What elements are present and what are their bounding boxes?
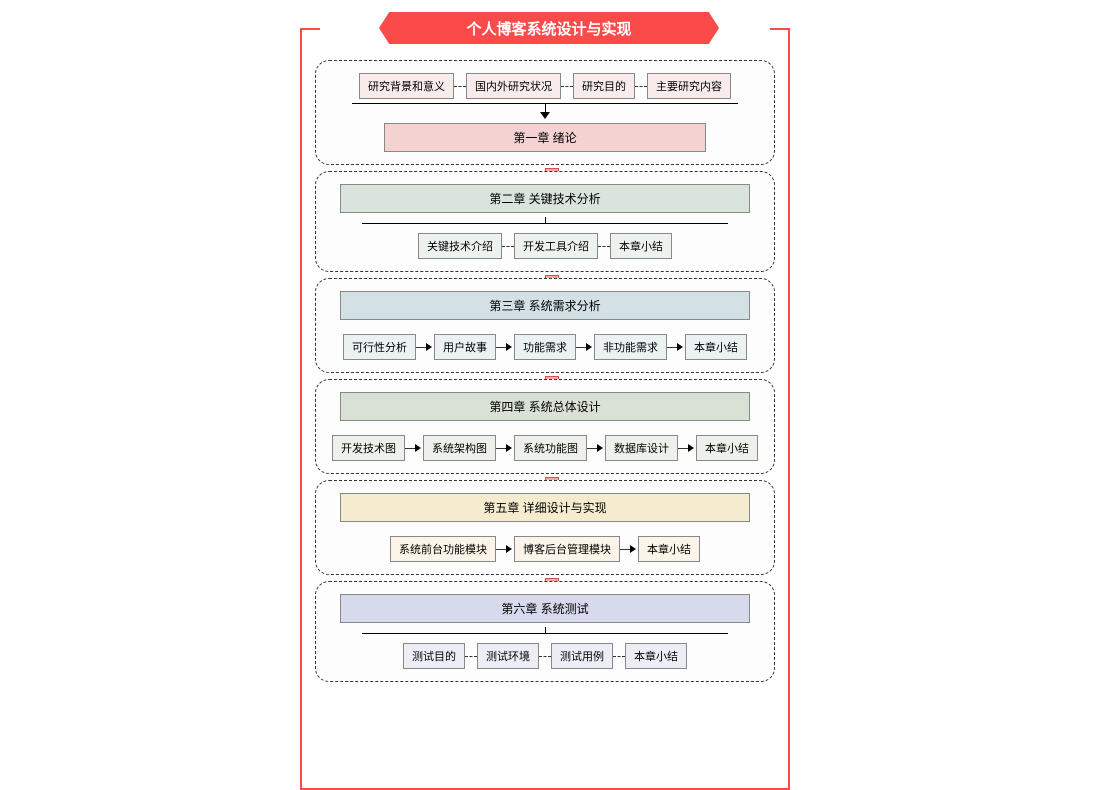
sub-row: 系统前台功能模块博客后台管理模块本章小结 bbox=[322, 536, 768, 562]
connector-line bbox=[416, 347, 426, 348]
connector-line bbox=[587, 448, 597, 449]
sub-box: 本章小结 bbox=[685, 334, 747, 360]
sub-box: 主要研究内容 bbox=[647, 73, 731, 99]
sub-box: 用户故事 bbox=[434, 334, 496, 360]
sub-row: 测试目的测试环境测试用例本章小结 bbox=[322, 643, 768, 669]
section-ch3: 第三章 系统需求分析可行性分析用户故事功能需求非功能需求本章小结 bbox=[315, 278, 775, 373]
connector-line bbox=[496, 448, 506, 449]
sub-box: 本章小结 bbox=[638, 536, 700, 562]
arrow-right-icon bbox=[677, 343, 683, 351]
sub-box: 本章小结 bbox=[610, 233, 672, 259]
chapter-box: 第一章 绪论 bbox=[384, 123, 705, 152]
sub-box: 本章小结 bbox=[625, 643, 687, 669]
chapter-box: 第六章 系统测试 bbox=[340, 594, 750, 623]
connector-dash bbox=[613, 656, 625, 657]
sub-box: 测试环境 bbox=[477, 643, 539, 669]
connector-dash bbox=[561, 86, 573, 87]
section-ch4: 第四章 系统总体设计开发技术图系统架构图系统功能图数据库设计本章小结 bbox=[315, 379, 775, 474]
arrow-right-icon bbox=[506, 444, 512, 452]
connector-line bbox=[620, 549, 630, 550]
sub-box: 关键技术介绍 bbox=[418, 233, 502, 259]
sub-box: 开发技术图 bbox=[332, 435, 405, 461]
connector-line bbox=[667, 347, 677, 348]
sub-box: 研究背景和意义 bbox=[359, 73, 454, 99]
sub-box: 系统功能图 bbox=[514, 435, 587, 461]
sub-box: 博客后台管理模块 bbox=[514, 536, 620, 562]
sub-box: 研究目的 bbox=[573, 73, 635, 99]
chapter-box: 第四章 系统总体设计 bbox=[340, 392, 750, 421]
chapter-box: 第二章 关键技术分析 bbox=[340, 184, 750, 213]
arrow-right-icon bbox=[688, 444, 694, 452]
section-ch1: 研究背景和意义国内外研究状况研究目的主要研究内容第一章 绪论 bbox=[315, 60, 775, 165]
diverge-connector bbox=[362, 217, 728, 229]
chapter-box: 第三章 系统需求分析 bbox=[340, 291, 750, 320]
connector-dash bbox=[465, 656, 477, 657]
sub-box: 测试目的 bbox=[403, 643, 465, 669]
connector-dash bbox=[502, 246, 514, 247]
sub-box: 功能需求 bbox=[514, 334, 576, 360]
sub-box: 系统架构图 bbox=[423, 435, 496, 461]
connector-line bbox=[576, 347, 586, 348]
sub-box: 可行性分析 bbox=[343, 334, 416, 360]
sub-box: 数据库设计 bbox=[605, 435, 678, 461]
connector-line bbox=[405, 448, 415, 449]
connector-dash bbox=[539, 656, 551, 657]
connector-dash bbox=[454, 86, 466, 87]
diverge-connector bbox=[362, 627, 728, 639]
connector-dash bbox=[598, 246, 610, 247]
arrow-right-icon bbox=[426, 343, 432, 351]
arrow-right-icon bbox=[630, 545, 636, 553]
flow-content: 研究背景和意义国内外研究状况研究目的主要研究内容第一章 绪论第二章 关键技术分析… bbox=[315, 60, 775, 682]
arrow-right-icon bbox=[586, 343, 592, 351]
sub-row: 关键技术介绍开发工具介绍本章小结 bbox=[322, 233, 768, 259]
section-ch6: 第六章 系统测试测试目的测试环境测试用例本章小结 bbox=[315, 581, 775, 682]
connector-dash bbox=[635, 86, 647, 87]
converge-connector bbox=[352, 103, 738, 119]
arrow-right-icon bbox=[415, 444, 421, 452]
sub-row: 研究背景和意义国内外研究状况研究目的主要研究内容 bbox=[322, 73, 768, 99]
arrow-right-icon bbox=[506, 545, 512, 553]
sub-row: 开发技术图系统架构图系统功能图数据库设计本章小结 bbox=[322, 435, 768, 461]
section-ch5: 第五章 详细设计与实现系统前台功能模块博客后台管理模块本章小结 bbox=[315, 480, 775, 575]
sub-box: 测试用例 bbox=[551, 643, 613, 669]
chapter-box: 第五章 详细设计与实现 bbox=[340, 493, 750, 522]
section-ch2: 第二章 关键技术分析关键技术介绍开发工具介绍本章小结 bbox=[315, 171, 775, 272]
sub-box: 本章小结 bbox=[696, 435, 758, 461]
arrow-right-icon bbox=[506, 343, 512, 351]
connector-line bbox=[496, 549, 506, 550]
arrow-right-icon bbox=[597, 444, 603, 452]
sub-box: 国内外研究状况 bbox=[466, 73, 561, 99]
diagram-title: 个人博客系统设计与实现 bbox=[379, 12, 719, 44]
sub-box: 系统前台功能模块 bbox=[390, 536, 496, 562]
sub-box: 开发工具介绍 bbox=[514, 233, 598, 259]
sub-row: 可行性分析用户故事功能需求非功能需求本章小结 bbox=[322, 334, 768, 360]
sub-box: 非功能需求 bbox=[594, 334, 667, 360]
connector-line bbox=[496, 347, 506, 348]
connector-line bbox=[678, 448, 688, 449]
